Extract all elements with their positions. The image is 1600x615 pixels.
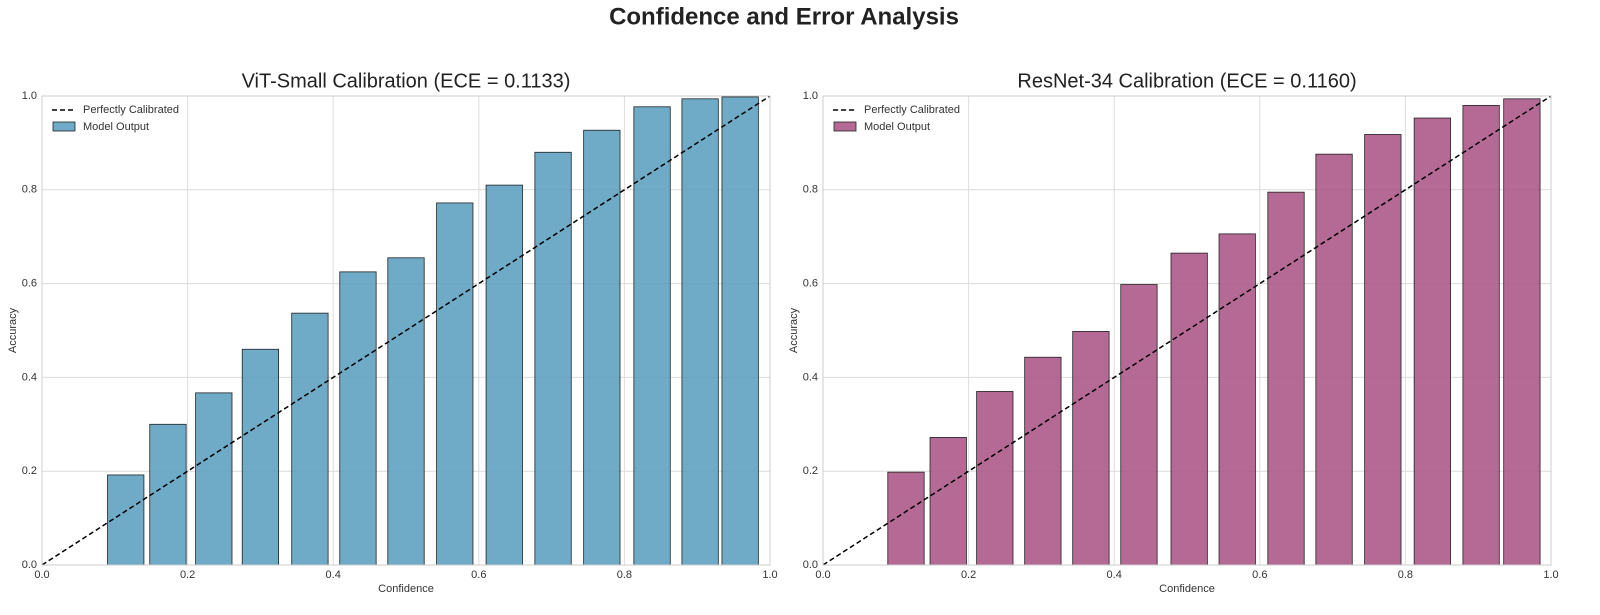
y-tick-label: 0.2 (22, 465, 37, 477)
chart-title: ResNet-34 Calibration (ECE = 0.1160) (1017, 70, 1356, 92)
bar (1024, 356, 1062, 566)
bar (1218, 233, 1256, 566)
bar (1120, 284, 1158, 566)
x-tick-label: 0.8 (617, 569, 632, 581)
legend-label: Perfectly Calibrated (83, 104, 179, 116)
bar (929, 437, 967, 566)
bar (721, 96, 759, 566)
bar (1462, 104, 1500, 566)
bar (1503, 98, 1541, 566)
y-tick-label: 0.0 (803, 559, 818, 571)
x-tick-label: 0.0 (34, 569, 49, 581)
bar (1170, 252, 1208, 566)
bar (107, 474, 145, 566)
bar (1413, 117, 1451, 566)
x-tick-label: 1.0 (762, 569, 777, 581)
y-axis-label: Accuracy (7, 307, 19, 353)
x-tick-label: 0.6 (1252, 569, 1267, 581)
legend-swatch (833, 121, 857, 132)
bar (291, 312, 329, 566)
bar (485, 184, 523, 566)
bar (1267, 191, 1305, 566)
x-tick-label: 1.0 (1543, 569, 1558, 581)
y-tick-label: 0.4 (22, 371, 37, 383)
x-tick-label: 0.0 (815, 569, 830, 581)
x-tick-label: 0.2 (180, 569, 195, 581)
x-tick-label: 0.4 (326, 569, 341, 581)
y-tick-label: 0.0 (22, 559, 37, 571)
bar (387, 257, 425, 566)
bar (339, 271, 377, 566)
bar (195, 392, 233, 566)
y-tick-label: 0.6 (803, 278, 818, 290)
bar (534, 151, 572, 566)
y-tick-label: 1.0 (803, 90, 818, 102)
chart-title: ViT-Small Calibration (ECE = 0.1133) (242, 70, 571, 92)
legend-swatch (52, 121, 76, 132)
y-tick-label: 0.8 (22, 184, 37, 196)
bar (1072, 331, 1110, 566)
bar (241, 348, 279, 566)
diagonal-line (822, 95, 1552, 566)
y-tick-label: 0.8 (803, 184, 818, 196)
y-tick-label: 0.6 (22, 278, 37, 290)
y-axis-label: Accuracy (788, 307, 800, 353)
legend-label: Model Output (864, 121, 930, 133)
x-axis-label: Confidence (1159, 583, 1215, 595)
x-tick-label: 0.2 (961, 569, 976, 581)
legend-label: Perfectly Calibrated (864, 104, 960, 116)
y-tick-label: 0.2 (803, 465, 818, 477)
diagonal-line (41, 95, 771, 566)
y-tick-label: 1.0 (22, 90, 37, 102)
x-tick-label: 0.8 (1398, 569, 1413, 581)
bar (976, 391, 1014, 566)
figure-title: Confidence and Error Analysis (609, 3, 959, 30)
plot-frame (41, 95, 771, 566)
x-axis-label: Confidence (378, 583, 434, 595)
bar (149, 423, 187, 566)
legend-label: Model Output (83, 121, 149, 133)
bar (633, 106, 671, 566)
bar (681, 98, 719, 566)
x-tick-label: 0.6 (471, 569, 486, 581)
bar (1315, 153, 1353, 566)
bar (436, 202, 474, 566)
bar (1364, 134, 1402, 566)
bar (583, 129, 621, 566)
y-tick-label: 0.4 (803, 371, 818, 383)
plot-frame (822, 95, 1552, 566)
x-tick-label: 0.4 (1107, 569, 1122, 581)
bar (887, 471, 925, 566)
